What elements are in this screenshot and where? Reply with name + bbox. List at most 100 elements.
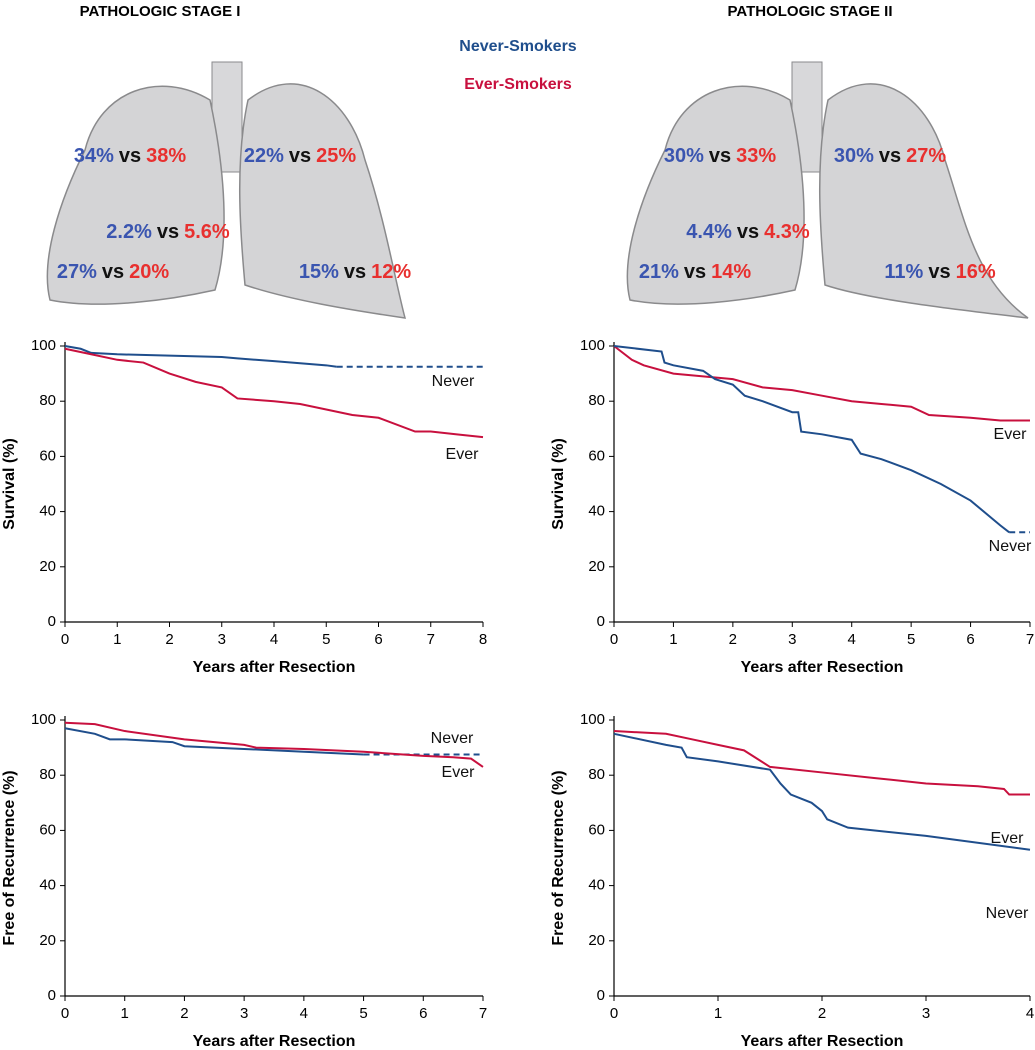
x-tick-label: 3 bbox=[922, 1005, 930, 1022]
x-tick-label: 0 bbox=[610, 1005, 618, 1022]
x-tick-label: 3 bbox=[240, 1005, 248, 1022]
never-pct: 11% bbox=[884, 261, 923, 283]
y-tick-label: 20 bbox=[39, 558, 56, 575]
x-tick-label: 5 bbox=[322, 631, 330, 648]
never-pct: 27% bbox=[57, 261, 97, 283]
y-tick-label: 100 bbox=[580, 337, 605, 354]
series-line bbox=[64, 727, 364, 756]
lobe-label: 21% vs 14% bbox=[639, 261, 752, 283]
x-tick-label: 5 bbox=[359, 1005, 367, 1022]
series-label: Never bbox=[986, 905, 1029, 922]
y-tick-label: 40 bbox=[588, 877, 605, 894]
y-tick-label: 0 bbox=[597, 613, 605, 630]
ever-pct: 25% bbox=[316, 145, 356, 167]
series-line bbox=[64, 347, 484, 439]
x-tick-label: 4 bbox=[300, 1005, 308, 1022]
never-pct: 15% bbox=[299, 261, 339, 283]
x-axis-label: Years after Resection bbox=[193, 659, 356, 676]
separator: vs bbox=[157, 221, 179, 243]
never-pct: 2.2% bbox=[106, 221, 152, 243]
x-tick-label: 2 bbox=[729, 631, 737, 648]
lobe-label: 30% vs 27% bbox=[834, 145, 947, 167]
x-tick-label: 7 bbox=[427, 631, 435, 648]
never-pct: 21% bbox=[639, 261, 679, 283]
y-tick-label: 20 bbox=[39, 932, 56, 949]
lobe-label: 2.2% vs 5.6% bbox=[106, 221, 230, 243]
x-tick-label: 6 bbox=[374, 631, 382, 648]
panel-title: PATHOLOGIC STAGE I bbox=[80, 3, 241, 20]
lobe-label: 22% vs 25% bbox=[244, 145, 357, 167]
lung-shape bbox=[239, 83, 407, 319]
x-tick-label: 1 bbox=[714, 1005, 722, 1022]
y-tick-label: 20 bbox=[588, 932, 605, 949]
x-tick-label: 3 bbox=[218, 631, 226, 648]
y-tick-label: 60 bbox=[39, 447, 56, 464]
series-line bbox=[64, 345, 337, 368]
ever-pct: 5.6% bbox=[184, 221, 230, 243]
y-tick-label: 80 bbox=[588, 392, 605, 409]
x-tick-label: 0 bbox=[61, 631, 69, 648]
y-tick-label: 80 bbox=[588, 766, 605, 783]
x-tick-label: 7 bbox=[479, 1005, 487, 1022]
separator: vs bbox=[119, 145, 141, 167]
series-label: Never bbox=[432, 373, 475, 390]
series-label: Never bbox=[431, 730, 474, 747]
lobe-label: 30% vs 33% bbox=[664, 145, 777, 167]
x-tick-label: 4 bbox=[1026, 1005, 1034, 1022]
x-tick-label: 6 bbox=[966, 631, 974, 648]
never-pct: 34% bbox=[74, 145, 114, 167]
x-tick-label: 6 bbox=[419, 1005, 427, 1022]
never-pct: 30% bbox=[834, 145, 874, 167]
x-tick-label: 4 bbox=[848, 631, 856, 648]
x-axis-label: Years after Resection bbox=[193, 1033, 356, 1050]
y-axis-label: Survival (%) bbox=[550, 438, 567, 530]
legend-ever: Ever-Smokers bbox=[464, 76, 572, 93]
lung-shape bbox=[46, 85, 225, 305]
series-line bbox=[613, 730, 1030, 796]
ever-pct: 16% bbox=[956, 261, 996, 283]
separator: vs bbox=[928, 261, 950, 283]
x-tick-label: 0 bbox=[610, 631, 618, 648]
ever-pct: 4.3% bbox=[764, 221, 810, 243]
y-tick-label: 100 bbox=[31, 337, 56, 354]
series-label: Never bbox=[989, 538, 1032, 555]
separator: vs bbox=[709, 145, 731, 167]
x-tick-label: 8 bbox=[479, 631, 487, 648]
x-tick-label: 1 bbox=[113, 631, 121, 648]
x-axis-label: Years after Resection bbox=[741, 659, 904, 676]
series-line bbox=[613, 345, 1010, 534]
separator: vs bbox=[344, 261, 366, 283]
series-line bbox=[613, 345, 1030, 422]
separator: vs bbox=[879, 145, 901, 167]
x-tick-label: 2 bbox=[180, 1005, 188, 1022]
series-line bbox=[64, 721, 484, 768]
y-axis-label: Free of Recurrence (%) bbox=[1, 770, 18, 945]
legend-never: Never-Smokers bbox=[459, 38, 577, 55]
separator: vs bbox=[289, 145, 311, 167]
lung-shape bbox=[819, 83, 1031, 320]
lungs-right bbox=[626, 61, 1031, 320]
y-tick-label: 20 bbox=[588, 558, 605, 575]
x-tick-label: 4 bbox=[270, 631, 278, 648]
ever-pct: 38% bbox=[146, 145, 186, 167]
y-tick-label: 0 bbox=[597, 987, 605, 1004]
series-label: Ever bbox=[446, 446, 480, 463]
ever-pct: 20% bbox=[129, 261, 169, 283]
y-tick-label: 40 bbox=[588, 503, 605, 520]
never-pct: 4.4% bbox=[686, 221, 732, 243]
lobe-label: 34% vs 38% bbox=[74, 145, 187, 167]
x-tick-label: 1 bbox=[121, 1005, 129, 1022]
y-tick-label: 80 bbox=[39, 766, 56, 783]
x-tick-label: 2 bbox=[165, 631, 173, 648]
x-tick-label: 3 bbox=[788, 631, 796, 648]
y-tick-label: 60 bbox=[588, 447, 605, 464]
x-tick-label: 2 bbox=[818, 1005, 826, 1022]
ever-pct: 12% bbox=[371, 261, 411, 283]
ever-pct: 14% bbox=[711, 261, 751, 283]
series-label: Ever bbox=[442, 764, 476, 781]
panel-title: PATHOLOGIC STAGE II bbox=[728, 3, 893, 20]
x-tick-label: 7 bbox=[1026, 631, 1034, 648]
x-tick-label: 0 bbox=[61, 1005, 69, 1022]
x-tick-label: 1 bbox=[669, 631, 677, 648]
